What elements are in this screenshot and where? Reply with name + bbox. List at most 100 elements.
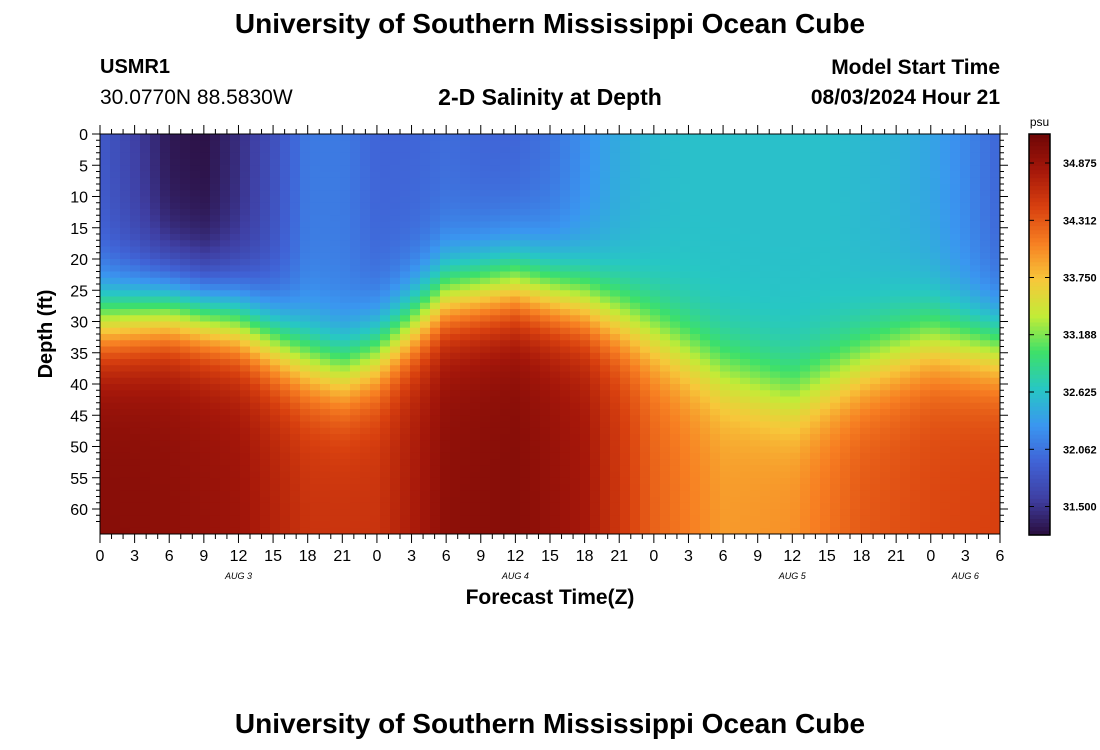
heatmap-cell <box>350 327 361 335</box>
heatmap-cell <box>260 477 271 485</box>
heatmap-cell <box>150 471 161 479</box>
heatmap-cell <box>340 396 351 404</box>
heatmap-cell <box>350 434 361 441</box>
heatmap-cell <box>480 440 491 448</box>
heatmap-cell <box>550 334 561 341</box>
heatmap-cell <box>850 527 861 534</box>
main-title: University of Southern Mississippi Ocean… <box>234 8 866 39</box>
heatmap-cell <box>350 521 361 529</box>
heatmap-cell <box>800 459 811 466</box>
heatmap-cell <box>690 146 701 154</box>
heatmap-cell <box>690 221 701 229</box>
heatmap-cell <box>160 359 171 366</box>
heatmap-cell <box>300 215 311 223</box>
heatmap-cell <box>810 352 821 360</box>
heatmap-cell <box>160 365 171 373</box>
heatmap-cell <box>870 409 881 416</box>
heatmap-cell <box>190 159 201 166</box>
heatmap-cell <box>130 502 141 510</box>
heatmap-cell <box>300 471 311 479</box>
heatmap-cell <box>100 452 111 460</box>
heatmap-cell <box>200 296 211 304</box>
heatmap-cell <box>620 171 631 179</box>
heatmap-cell <box>470 402 481 410</box>
heatmap-cell <box>490 352 501 360</box>
heatmap-cell <box>240 434 251 441</box>
heatmap-cell <box>620 434 631 441</box>
heatmap-cell <box>290 409 301 416</box>
heatmap-cell <box>360 427 371 435</box>
heatmap-cell <box>340 434 351 441</box>
heatmap-cell <box>470 484 481 491</box>
heatmap-cell <box>220 509 231 516</box>
heatmap-cell <box>110 202 121 210</box>
heatmap-cell <box>320 146 331 154</box>
heatmap-cell <box>690 415 701 423</box>
heatmap-cell <box>580 252 591 260</box>
heatmap-cell <box>660 371 671 379</box>
heatmap-cell <box>280 496 291 504</box>
heatmap-cell <box>630 240 641 248</box>
heatmap-cell <box>190 302 201 310</box>
heatmap-cell <box>180 521 191 529</box>
heatmap-cell <box>440 190 451 198</box>
heatmap-cell <box>330 271 341 279</box>
heatmap-cell <box>850 140 861 148</box>
heatmap-cell <box>490 296 501 304</box>
heatmap-cell <box>370 384 381 391</box>
heatmap-cell <box>710 259 721 266</box>
heatmap-cell <box>140 190 151 198</box>
heatmap-cell <box>540 377 551 385</box>
heatmap-cell <box>190 427 201 435</box>
heatmap-cell <box>850 434 861 441</box>
heatmap-cell <box>780 452 791 460</box>
heatmap-cell <box>140 271 151 279</box>
heatmap-cell <box>680 477 691 485</box>
heatmap-cell <box>600 171 611 179</box>
heatmap-cell <box>740 521 751 529</box>
heatmap-cell <box>310 196 321 204</box>
heatmap-cell <box>650 302 661 310</box>
heatmap-cell <box>750 234 761 241</box>
heatmap-cell <box>370 302 381 310</box>
heatmap-cell <box>780 146 791 154</box>
heatmap-cell <box>570 459 581 466</box>
heatmap-cell <box>370 509 381 516</box>
heatmap-cell <box>260 146 271 154</box>
heatmap-cell <box>400 315 411 323</box>
heatmap-cell <box>250 490 261 498</box>
heatmap-cell <box>650 421 661 429</box>
heatmap-cell <box>440 277 451 285</box>
heatmap-cell <box>230 327 241 335</box>
heatmap-cell <box>820 271 831 279</box>
heatmap-cell <box>260 434 271 441</box>
heatmap-cell <box>620 465 631 473</box>
heatmap-cell <box>330 296 341 304</box>
heatmap-cell <box>690 502 701 510</box>
heatmap-cell <box>510 196 521 204</box>
heatmap-cell <box>190 352 201 360</box>
heatmap-cell <box>180 202 191 210</box>
heatmap-cell <box>760 459 771 466</box>
heatmap-cell <box>350 302 361 310</box>
heatmap-cell <box>660 402 671 410</box>
heatmap-cell <box>680 490 691 498</box>
heatmap-cell <box>270 446 281 454</box>
heatmap-cell <box>670 159 681 166</box>
heatmap-cell <box>810 321 821 329</box>
heatmap-cell <box>680 196 691 204</box>
heatmap-cell <box>610 396 621 404</box>
heatmap-cell <box>720 252 731 260</box>
heatmap-cell <box>800 196 811 204</box>
heatmap-cell <box>300 221 311 229</box>
heatmap-cell <box>840 496 851 504</box>
heatmap-cell <box>500 252 511 260</box>
heatmap-cell <box>680 409 691 416</box>
heatmap-cell <box>650 515 661 523</box>
heatmap-cell <box>700 146 711 154</box>
heatmap-cell <box>670 390 681 398</box>
heatmap-cell <box>400 152 411 160</box>
heatmap-cell <box>710 334 721 341</box>
heatmap-cell <box>850 496 861 504</box>
heatmap-cell <box>760 171 771 179</box>
